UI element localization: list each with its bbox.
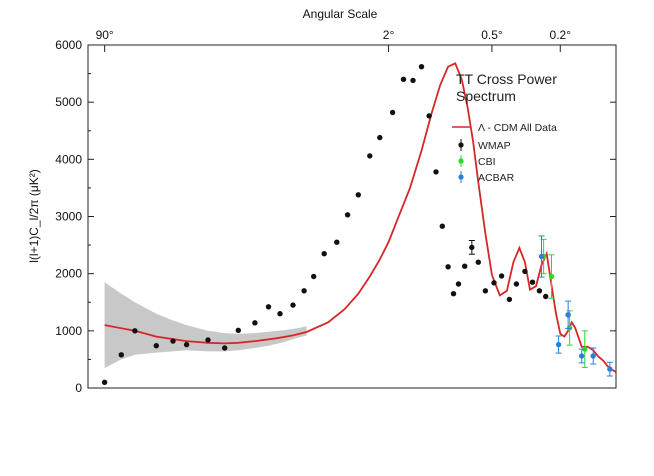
wmap-point	[439, 223, 445, 229]
wmap-point	[344, 212, 351, 218]
top-axis-title: Angular Scale	[303, 7, 378, 21]
wmap-point	[475, 259, 481, 265]
wmap-point	[101, 379, 108, 385]
wmap-point	[450, 291, 457, 297]
wmap-point	[321, 251, 327, 257]
cbi-point	[582, 346, 588, 352]
wmap-point	[153, 343, 159, 349]
wmap-point	[334, 239, 340, 245]
wmap-point	[170, 338, 176, 344]
wmap-point	[183, 341, 190, 348]
wmap-point	[367, 153, 373, 159]
annotation-line-2: Spectrum	[456, 88, 516, 104]
model-curve-line	[104, 62, 617, 373]
wmap-point	[400, 76, 407, 83]
y-tick-label: 3000	[55, 210, 82, 224]
wmap-point	[118, 352, 125, 358]
wmap-point	[426, 113, 432, 119]
uncertainty-band	[104, 282, 307, 368]
annotation-line-1: TT Cross Power	[456, 71, 557, 87]
wmap-point	[235, 327, 241, 333]
wmap-point	[277, 311, 283, 317]
legend-cbi-marker	[458, 158, 464, 164]
wmap-point	[506, 296, 513, 303]
acbar-point	[565, 312, 571, 318]
wmap-point	[290, 302, 296, 308]
variance-band	[104, 282, 307, 368]
wmap-point	[433, 169, 439, 175]
y-tick-label: 1000	[55, 324, 82, 338]
wmap-point	[522, 268, 528, 275]
wmap-point	[462, 263, 468, 269]
wmap-point	[543, 293, 549, 300]
wmap-point	[377, 134, 383, 141]
wmap-point	[301, 288, 307, 294]
y-tick-label: 0	[75, 381, 82, 395]
y-tick-label: 5000	[55, 95, 82, 109]
acbar-point	[538, 253, 545, 260]
wmap-point	[445, 264, 451, 270]
wmap-point	[355, 192, 361, 198]
y-tick-label: 6000	[55, 38, 82, 52]
top-tick-label: 90°	[96, 28, 114, 42]
data-points	[101, 63, 613, 385]
legend-label-wmap: WMAP	[478, 140, 511, 152]
acbar-point	[555, 341, 562, 348]
legend-acbar-marker	[458, 174, 464, 180]
wmap-point	[469, 244, 475, 251]
acbar-point	[607, 366, 613, 372]
y-tick-label: 4000	[55, 152, 82, 166]
wmap-point	[529, 279, 536, 285]
wmap-point	[265, 304, 272, 310]
cbi-point	[548, 273, 555, 280]
legend: Λ - CDM All Data WMAP CBI ACBAR	[452, 122, 557, 184]
wmap-point	[410, 77, 416, 84]
wmap-point	[205, 337, 211, 343]
top-tick-label: 0.5°	[481, 28, 503, 42]
legend-wmap-marker	[458, 142, 464, 148]
wmap-point	[311, 273, 317, 280]
top-tick-label: 0.2°	[550, 28, 572, 42]
wmap-point	[455, 281, 462, 287]
wmap-point	[513, 281, 520, 287]
axes: 0 1000 2000 3000 4000 5000 6000 90° 2° 0.5° 0.2°	[55, 28, 616, 395]
wmap-point	[498, 273, 505, 279]
legend-label-cbi: CBI	[478, 156, 496, 168]
acbar-point	[579, 353, 585, 359]
top-tick-label: 2°	[383, 28, 395, 42]
y-tick-label: 2000	[55, 267, 82, 281]
wmap-point	[222, 345, 228, 351]
wmap-point	[389, 109, 396, 116]
acbar-point	[590, 353, 596, 359]
wmap-point	[132, 328, 138, 334]
legend-label-model: Λ - CDM All Data	[478, 122, 557, 134]
y-axis-title: l(l+1)C_l/2π (μK²)	[27, 169, 41, 263]
wmap-point	[252, 320, 258, 326]
wmap-point	[418, 63, 425, 70]
wmap-point	[491, 280, 497, 286]
wmap-point	[536, 288, 543, 294]
wmap-point	[482, 288, 489, 294]
model-curve	[104, 62, 617, 373]
legend-label-acbar: ACBAR	[478, 172, 515, 184]
